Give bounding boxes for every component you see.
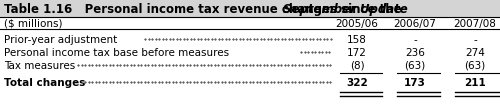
Text: 2006/07: 2006/07: [394, 19, 436, 29]
Text: 158: 158: [347, 35, 367, 45]
Text: Total changes: Total changes: [4, 77, 86, 87]
Text: 236: 236: [405, 48, 425, 57]
Text: (63): (63): [464, 60, 485, 70]
Text: 274: 274: [465, 48, 485, 57]
Text: Tax measures: Tax measures: [4, 60, 75, 70]
Text: Personal income tax base before measures: Personal income tax base before measures: [4, 48, 229, 57]
Text: 2007/08: 2007/08: [454, 19, 496, 29]
Text: 2005/06: 2005/06: [336, 19, 378, 29]
Text: September Update: September Update: [283, 2, 408, 15]
Bar: [0, 0, 500, 18]
Text: ($ millions): ($ millions): [4, 19, 62, 29]
Text: 172: 172: [347, 48, 367, 57]
Text: 173: 173: [404, 77, 426, 87]
Text: (8): (8): [350, 60, 364, 70]
Text: -: -: [413, 35, 417, 45]
Text: -: -: [473, 35, 477, 45]
Text: 322: 322: [346, 77, 368, 87]
Text: 211: 211: [464, 77, 486, 87]
Text: Table 1.16   Personal income tax revenue changes since the: Table 1.16 Personal income tax revenue c…: [4, 2, 406, 15]
Text: (63): (63): [404, 60, 425, 70]
Text: Prior-year adjustment: Prior-year adjustment: [4, 35, 117, 45]
